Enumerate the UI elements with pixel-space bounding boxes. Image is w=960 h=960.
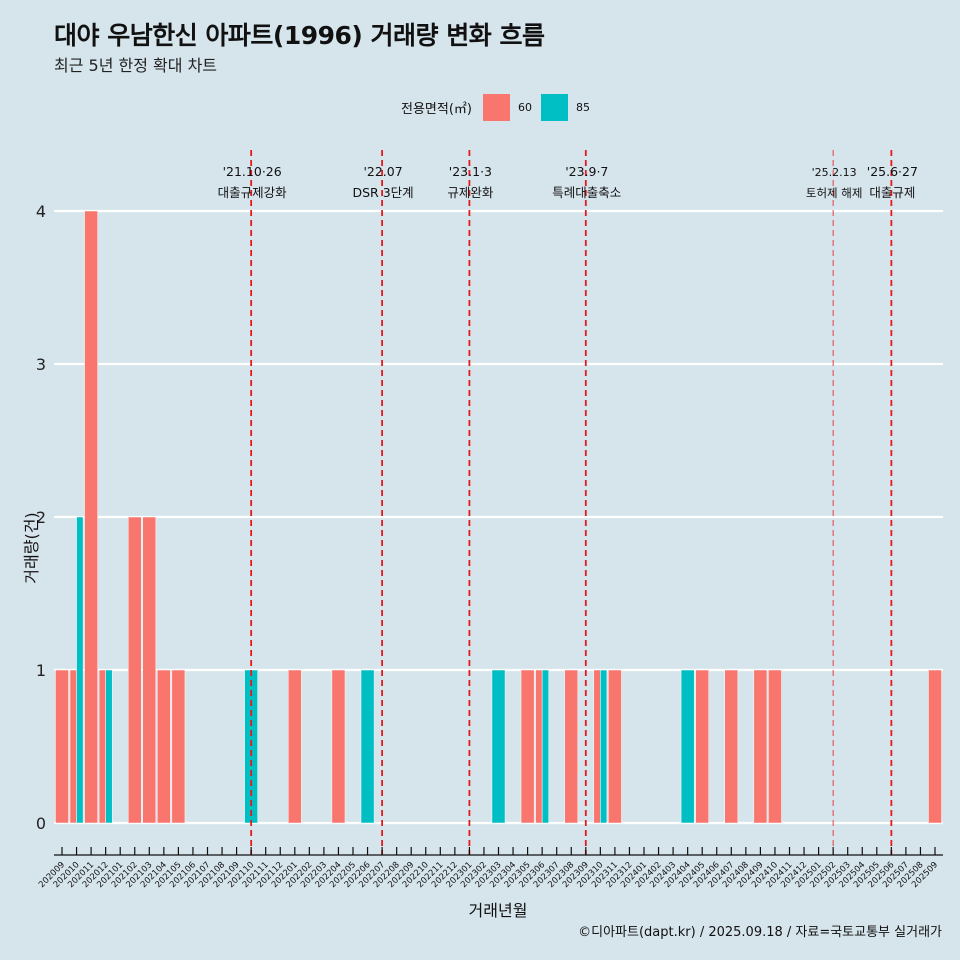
bar-85-202404 (680, 669, 695, 824)
y-axis-title: 거래량(건) (22, 512, 41, 584)
bar-60-202306 (535, 669, 543, 824)
bar-60-202410 (768, 669, 782, 824)
y-tick-label: 0 (36, 814, 46, 833)
legend-label-60: 60 (517, 101, 532, 114)
bar-60-202509 (928, 669, 942, 824)
bar-60-202409 (753, 669, 768, 824)
annotation-label: 특례대출축소 (552, 185, 621, 200)
legend-label-85: 85 (575, 101, 590, 114)
annotation-date: '23.9·7 (565, 164, 608, 179)
bar-60-202407 (724, 669, 739, 824)
annotation-date: '21.10·26 (223, 164, 282, 179)
annotation-date: '23.1·3 (449, 164, 492, 179)
bar-60-202102 (127, 516, 142, 824)
bar-60-202105 (171, 669, 186, 824)
bar-85-202306 (541, 669, 549, 824)
source-caption: ©디아파트(dapt.kr) / 2025.09.18 / 자료=국토교통부 실… (578, 925, 942, 940)
bar-60-202311 (608, 669, 622, 824)
bar-60-202305 (520, 669, 535, 824)
annotation-label: 대출규제 (869, 185, 915, 200)
bar-60-202012 (98, 669, 106, 824)
y-tick-label: 3 (36, 355, 46, 374)
bar-60-202204 (331, 669, 346, 824)
bars (55, 210, 942, 824)
bar-60-202011 (84, 210, 98, 824)
y-tick-label: 2 (36, 508, 46, 527)
bar-60-202009 (55, 669, 69, 824)
annotation-label: 토허제 해제 (806, 186, 863, 200)
bar-85-202310 (600, 669, 608, 824)
annotation-label: DSR 3단계 (353, 185, 414, 200)
bar-60-202010 (69, 669, 77, 824)
bar-60-202310 (593, 669, 601, 824)
x-axis-title: 거래년월 (468, 901, 528, 920)
y-tick-label: 1 (36, 661, 46, 680)
bar-85-202303 (491, 669, 506, 824)
bar-85-202206 (360, 669, 375, 824)
bar-85-202010 (76, 516, 84, 824)
legend-swatch-85 (540, 94, 568, 121)
annotation-label: 대출규제강화 (218, 185, 288, 200)
chart-title: 대야 우남한신 아파트(1996) 거래량 변화 흐름 (54, 21, 545, 50)
legend-title: 전용면적(㎡) (401, 102, 472, 117)
annotation-label: 규제완화 (447, 185, 494, 200)
annotations: '21.10·26 대출규제강화 '22.07 DSR 3단계 '23.1·3 규제완화 '… (218, 150, 918, 855)
bar-60-202104 (157, 669, 171, 824)
legend-swatch-60 (482, 94, 510, 121)
y-axis-ticks: 0 1 2 3 4 (36, 202, 46, 833)
y-tick-label: 4 (36, 202, 46, 221)
bar-60-202405 (695, 669, 710, 824)
legend: 전용면적(㎡) 60 85 (401, 94, 599, 121)
x-axis: 2020092020102020112020122021012021022021… (37, 847, 943, 890)
bar-85-202012 (105, 669, 113, 824)
annotation-date: '22.07 (363, 164, 402, 179)
bar-60-202201 (288, 669, 302, 824)
chart-subtitle: 최근 5년 한정 확대 차트 (54, 56, 218, 75)
bar-60-202103 (142, 516, 157, 824)
annotation-date: '25.6·27 (867, 164, 918, 179)
annotation-date: '25.2.13 (812, 166, 857, 179)
bar-60-202308 (564, 669, 579, 824)
